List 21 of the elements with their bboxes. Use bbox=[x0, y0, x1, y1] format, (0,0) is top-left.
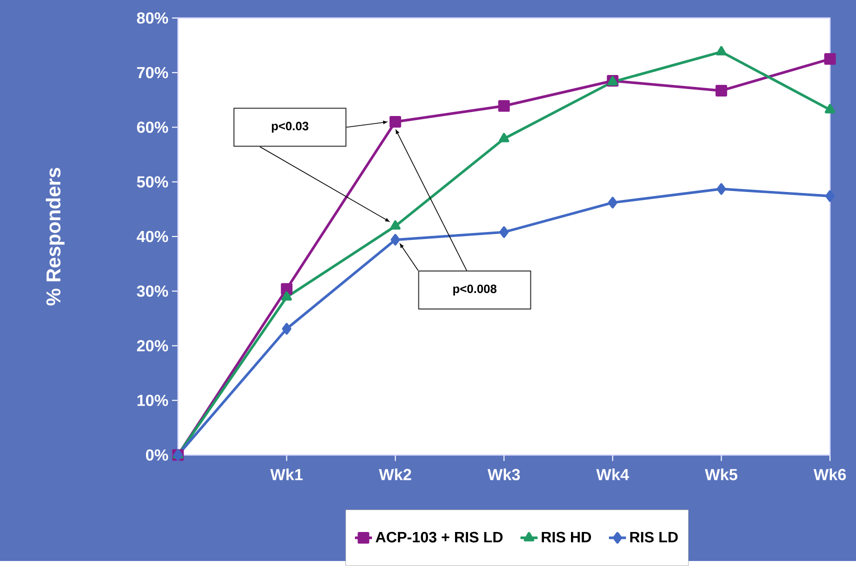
x-tick-label: Wk6 bbox=[814, 468, 846, 480]
x-tick-label: Wk4 bbox=[596, 468, 630, 480]
annotation: p<0.03 bbox=[272, 122, 308, 133]
y-tick-label: 30% bbox=[136, 285, 168, 297]
legend-label: RIS LD bbox=[630, 532, 678, 542]
y-tick-label: 70% bbox=[137, 66, 168, 78]
y-tick-label: 50% bbox=[136, 176, 168, 188]
y-tick-label: 20% bbox=[137, 340, 168, 352]
legend-label: ACP-103 + RIS LD bbox=[376, 532, 503, 542]
y-tick-label: 80% bbox=[136, 12, 168, 24]
x-tick-label: Wk3 bbox=[488, 468, 520, 480]
annotation: p<0.008 bbox=[453, 284, 496, 296]
x-tick-label: Wk2 bbox=[378, 468, 412, 480]
x-tick-label: Wk5 bbox=[704, 468, 738, 480]
y-axis-title: % Responders bbox=[46, 168, 64, 306]
y-tick-label: 40% bbox=[136, 230, 168, 242]
y-tick-label: 60% bbox=[137, 122, 168, 133]
y-tick-label: 10% bbox=[137, 394, 168, 406]
legend-label: RIS HD bbox=[542, 532, 592, 542]
x-tick-label: Wk1 bbox=[270, 468, 303, 480]
y-tick-label: 0% bbox=[146, 449, 168, 461]
